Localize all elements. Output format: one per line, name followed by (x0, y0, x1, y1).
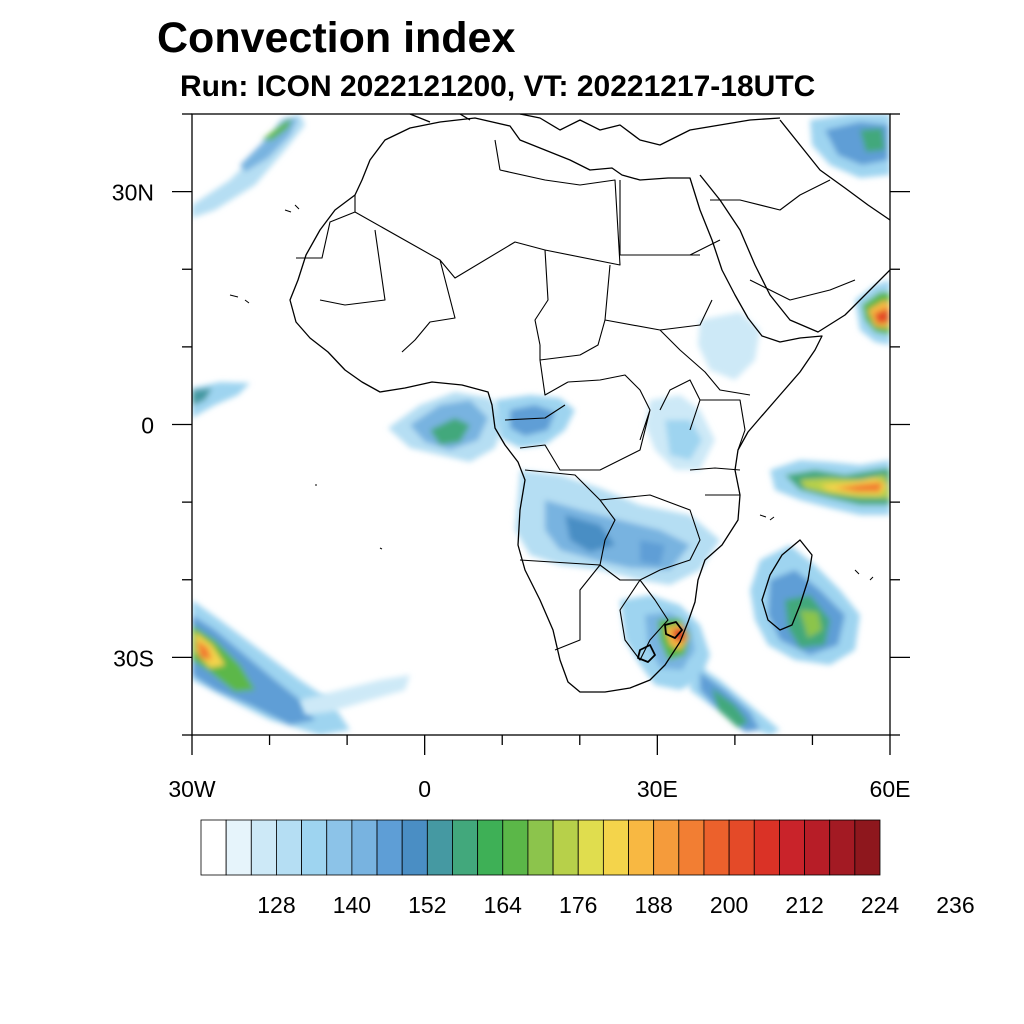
country-borders (296, 139, 856, 661)
colorbar-box (577, 819, 604, 876)
colorbar-box (477, 819, 504, 876)
colorbar-box (250, 819, 277, 876)
colorbar-box (753, 819, 780, 876)
colorbar-label: 164 (484, 892, 523, 918)
lon-tick-label: 0 (418, 776, 431, 802)
colorbar-label: 212 (785, 892, 823, 918)
field-arabian-sea (855, 280, 890, 345)
colorbar-box (225, 819, 252, 876)
field-angola (515, 470, 720, 585)
colorbar-label: 188 (634, 892, 672, 918)
field-indian-ocean-band (770, 460, 890, 515)
map-title: Convection index (157, 14, 516, 62)
colorbar-box (527, 819, 554, 876)
field-gulf-guinea (388, 392, 505, 462)
colorbar-box (628, 819, 655, 876)
axis-ticks (172, 113, 910, 755)
colorbar-box (452, 819, 479, 876)
field-atlantic-streak (300, 675, 410, 715)
colorbar-box (703, 819, 730, 876)
field-sw-atlantic (192, 600, 350, 735)
lon-tick-label: 30E (637, 776, 678, 802)
field-madagascar (750, 545, 860, 665)
colorbar-box (728, 819, 755, 876)
field-persian-gulf (810, 114, 890, 178)
axis-tick-labels: 30N 0 30S 30W 0 30E 60E (112, 180, 911, 802)
colorbar-label: 128 (257, 892, 295, 918)
field-congo (495, 395, 575, 448)
colorbar-box (854, 819, 881, 876)
lat-tick-label: 30S (113, 645, 154, 671)
colorbar-box (502, 819, 529, 876)
map-borders (229, 114, 890, 693)
colorbar-box (301, 819, 328, 876)
colorbar-label: 236 (936, 892, 974, 918)
colorbar-box (351, 819, 378, 876)
eswatini-border (664, 621, 683, 639)
colorbar-label: 152 (408, 892, 446, 918)
lon-tick-label: 30W (168, 776, 216, 802)
colorbar-box (326, 819, 353, 876)
colorbar-box (276, 819, 302, 876)
colorbar-box (678, 819, 705, 876)
colorbar-box (804, 819, 831, 876)
colorbar-box (426, 819, 453, 876)
colorbar-box (829, 819, 856, 876)
colorbar-box (552, 819, 579, 876)
colorbar-box (376, 819, 403, 876)
lat-tick-label: 0 (141, 413, 154, 439)
field-se-plume (690, 660, 780, 735)
colorbar (200, 819, 881, 876)
convection-field (192, 114, 890, 735)
colorbar-box (602, 819, 629, 876)
arabia-coastline (699, 119, 890, 333)
colorbar-label: 176 (559, 892, 597, 918)
field-east-africa (645, 312, 760, 470)
lon-tick-label: 60E (870, 776, 911, 802)
europe-coastline (409, 114, 781, 146)
colorbar-labels: 128 140 152 164 176 188 200 212 224 236 (257, 892, 974, 918)
madagascar-coastline (761, 539, 813, 631)
field-nw-band (192, 114, 305, 218)
lesotho-border (637, 644, 656, 663)
colorbar-box (653, 819, 680, 876)
field-w-atlantic (192, 382, 250, 418)
colorbar-box (779, 819, 805, 876)
colorbar-label: 140 (333, 892, 371, 918)
map-subtitle: Run: ICON 2022121200, VT: 20221217-18UTC (180, 70, 816, 103)
colorbar-box (401, 819, 428, 876)
colorbar-box (200, 819, 227, 876)
africa-coastline (289, 117, 823, 693)
lat-tick-label: 30N (112, 180, 154, 206)
island-features (229, 204, 874, 581)
colorbar-label: 200 (710, 892, 748, 918)
colorbar-label: 224 (861, 892, 900, 918)
